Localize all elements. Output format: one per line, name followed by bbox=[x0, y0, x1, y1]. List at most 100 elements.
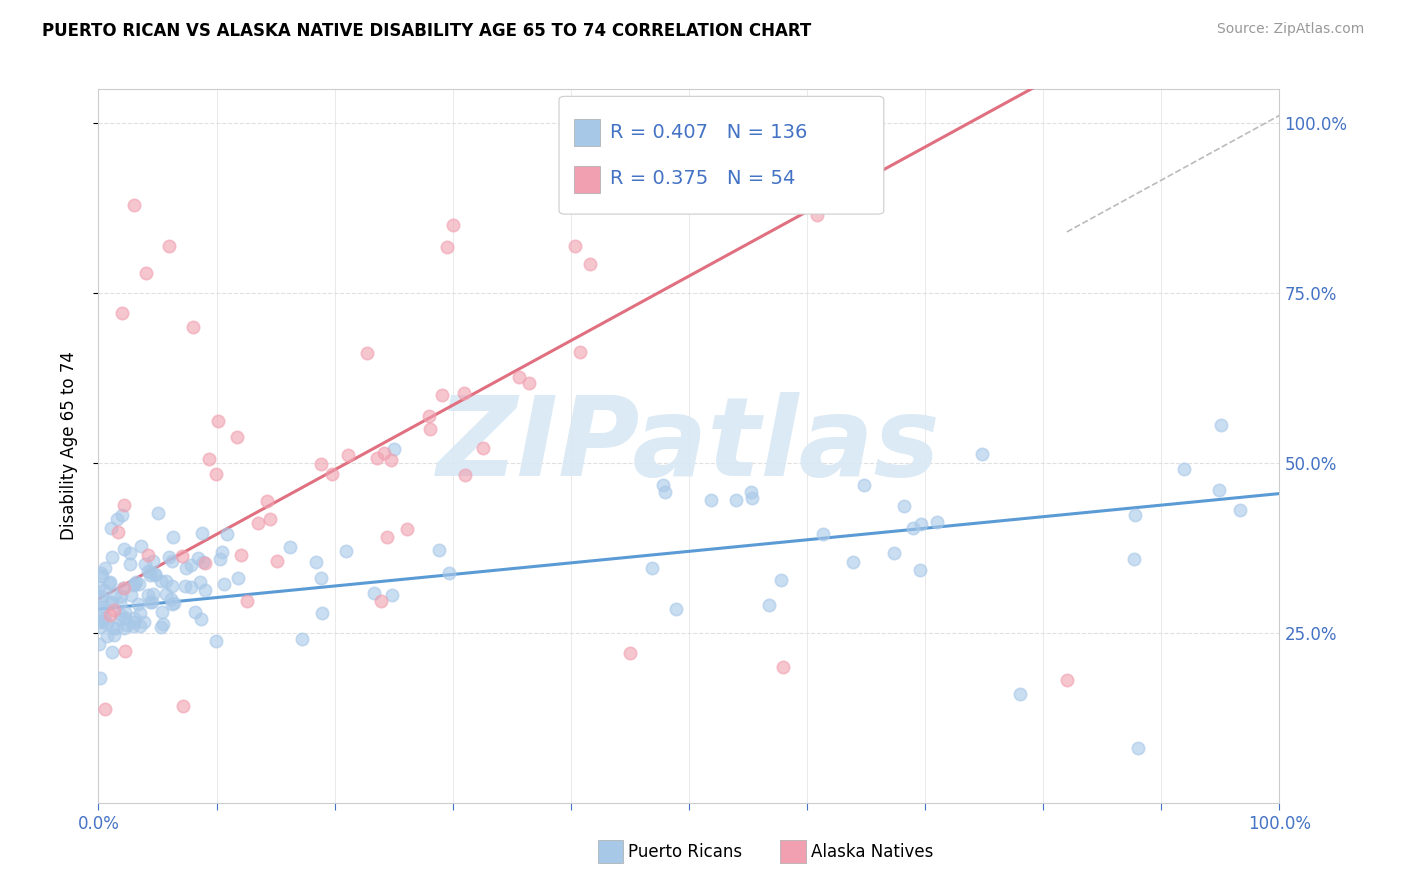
Point bbox=[150, 605, 173, 619]
Point bbox=[101, 596, 124, 610]
Point bbox=[418, 409, 440, 423]
Point bbox=[127, 597, 149, 611]
Point bbox=[337, 448, 360, 462]
Point bbox=[89, 620, 111, 634]
Point bbox=[90, 566, 112, 581]
Point bbox=[321, 467, 343, 481]
Point bbox=[363, 585, 385, 599]
Point bbox=[266, 553, 288, 567]
Point bbox=[142, 553, 165, 567]
Point bbox=[91, 614, 114, 628]
Point bbox=[453, 385, 475, 400]
Point bbox=[112, 541, 135, 556]
Point bbox=[925, 515, 948, 529]
Point bbox=[136, 564, 159, 578]
Point bbox=[90, 615, 112, 629]
Point bbox=[122, 619, 145, 633]
Point bbox=[665, 601, 688, 615]
Point bbox=[101, 549, 124, 564]
Point bbox=[309, 457, 332, 471]
Text: R = 0.375   N = 54: R = 0.375 N = 54 bbox=[610, 169, 796, 188]
Point bbox=[162, 530, 184, 544]
Point bbox=[204, 634, 226, 648]
Point bbox=[91, 568, 114, 582]
Point bbox=[806, 208, 828, 222]
Point bbox=[194, 557, 217, 571]
Point bbox=[208, 552, 231, 566]
Point bbox=[118, 558, 141, 572]
Point bbox=[98, 607, 121, 622]
Point bbox=[128, 606, 150, 620]
Point bbox=[125, 575, 148, 590]
Point bbox=[205, 467, 228, 481]
Point bbox=[150, 620, 173, 634]
Point bbox=[769, 573, 792, 587]
Point bbox=[96, 616, 118, 631]
Point bbox=[142, 587, 165, 601]
Point bbox=[93, 561, 115, 575]
Point bbox=[91, 592, 114, 607]
Point bbox=[191, 555, 214, 569]
Point bbox=[211, 545, 233, 559]
Point bbox=[129, 540, 152, 554]
Point bbox=[910, 516, 932, 531]
Text: ZIPatlas: ZIPatlas bbox=[437, 392, 941, 500]
Point bbox=[686, 155, 709, 169]
Point bbox=[436, 240, 458, 254]
Point bbox=[356, 345, 378, 359]
Point bbox=[180, 580, 202, 594]
Point bbox=[517, 376, 540, 391]
Point bbox=[111, 508, 134, 522]
Point bbox=[157, 549, 180, 564]
Point bbox=[139, 565, 162, 579]
Point bbox=[472, 441, 495, 455]
Point bbox=[103, 603, 125, 617]
Point bbox=[370, 594, 392, 608]
Point bbox=[139, 595, 162, 609]
Point bbox=[335, 544, 357, 558]
Point bbox=[278, 540, 301, 554]
Point bbox=[1056, 673, 1078, 688]
Point bbox=[132, 615, 155, 629]
Point bbox=[229, 548, 252, 562]
Point bbox=[901, 521, 924, 535]
Point bbox=[118, 546, 141, 560]
Point bbox=[110, 608, 132, 623]
Point bbox=[89, 671, 111, 685]
Point bbox=[700, 492, 723, 507]
Point bbox=[427, 543, 450, 558]
Point bbox=[87, 637, 110, 651]
Point bbox=[100, 595, 122, 609]
Point bbox=[159, 591, 181, 606]
Point bbox=[291, 632, 314, 646]
Point bbox=[430, 388, 453, 402]
Point bbox=[235, 593, 257, 607]
Text: PUERTO RICAN VS ALASKA NATIVE DISABILITY AGE 65 TO 74 CORRELATION CHART: PUERTO RICAN VS ALASKA NATIVE DISABILITY… bbox=[42, 22, 811, 40]
Point bbox=[305, 555, 328, 569]
Point bbox=[181, 320, 204, 334]
Point bbox=[893, 499, 915, 513]
Point bbox=[508, 369, 530, 384]
Point bbox=[155, 574, 177, 588]
Point bbox=[157, 238, 180, 252]
Point bbox=[1126, 741, 1149, 756]
Point bbox=[564, 239, 586, 253]
Point bbox=[110, 612, 132, 626]
Point bbox=[108, 595, 131, 609]
Point bbox=[1125, 508, 1147, 522]
Point bbox=[309, 571, 332, 585]
Point bbox=[122, 198, 145, 212]
Point bbox=[100, 521, 122, 535]
FancyBboxPatch shape bbox=[560, 96, 884, 214]
Point bbox=[419, 422, 441, 436]
Point bbox=[136, 588, 159, 602]
Point bbox=[180, 558, 202, 573]
Point bbox=[105, 512, 128, 526]
Point bbox=[740, 485, 762, 500]
Point bbox=[381, 588, 404, 602]
Point bbox=[188, 574, 211, 589]
Point bbox=[143, 568, 166, 582]
Point bbox=[101, 645, 124, 659]
Point bbox=[98, 575, 121, 590]
Point bbox=[160, 579, 183, 593]
